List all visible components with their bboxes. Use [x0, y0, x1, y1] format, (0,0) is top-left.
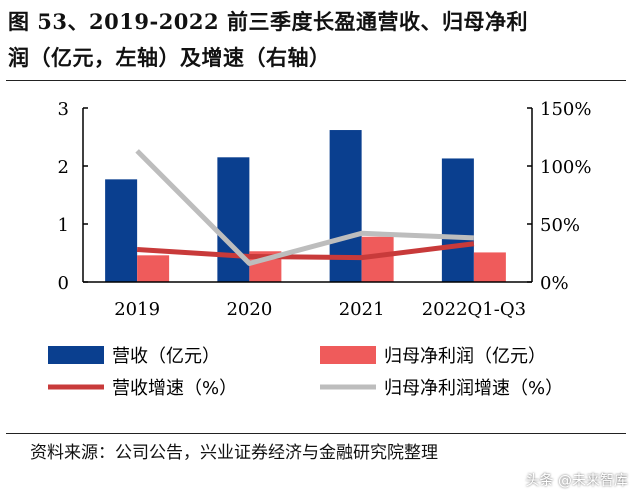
left-tick-label: 3: [58, 99, 69, 120]
bar-net-profit: [473, 252, 506, 282]
bar-revenue: [105, 179, 138, 282]
right-tick-label: 50%: [540, 215, 580, 236]
x-tick-label: 2019: [114, 299, 160, 320]
chart-title-line1: 图 53、2019-2022 前三季度长盈通营收、归母净利: [8, 9, 528, 34]
top-divider: [6, 80, 626, 81]
right-tick-label: 150%: [540, 99, 591, 120]
chart-plot: 0 1 2 3 0% 50% 100% 150% 2019 2020 2021 2022Q1-Q3 营收…: [48, 99, 591, 399]
watermark: 头条 @未来智库: [525, 473, 628, 489]
x-tick-label: 2021: [339, 299, 385, 320]
left-tick-label: 2: [58, 157, 69, 178]
legend-swatch: [320, 346, 376, 364]
legend-label: 营收（亿元）: [112, 346, 220, 367]
bottom-divider: [6, 433, 626, 434]
x-tick-label: 2020: [226, 299, 272, 320]
bar-revenue: [441, 158, 474, 282]
bar-revenue: [217, 157, 250, 282]
line-revenue-growth: [136, 241, 475, 261]
source-note: 资料来源：公司公告，兴业证券经济与金融研究院整理: [30, 443, 438, 463]
left-tick-label: 0: [58, 273, 69, 294]
x-tick-label: 2022Q1-Q3: [422, 299, 526, 320]
chart-title-line2: 润（亿元，左轴）及增速（右轴）: [8, 45, 331, 70]
legend-label: 归母净利润（亿元）: [384, 346, 546, 367]
legend-label: 营收增速（%）: [112, 378, 237, 399]
line-net-profit-growth: [135, 149, 474, 266]
legend-swatch: [48, 346, 104, 364]
right-tick-label: 100%: [540, 157, 591, 178]
bar-net-profit: [137, 255, 170, 282]
right-tick-label: 0%: [540, 273, 569, 294]
legend-label: 归母净利润增速（%）: [384, 378, 563, 399]
left-tick-label: 1: [58, 215, 69, 236]
